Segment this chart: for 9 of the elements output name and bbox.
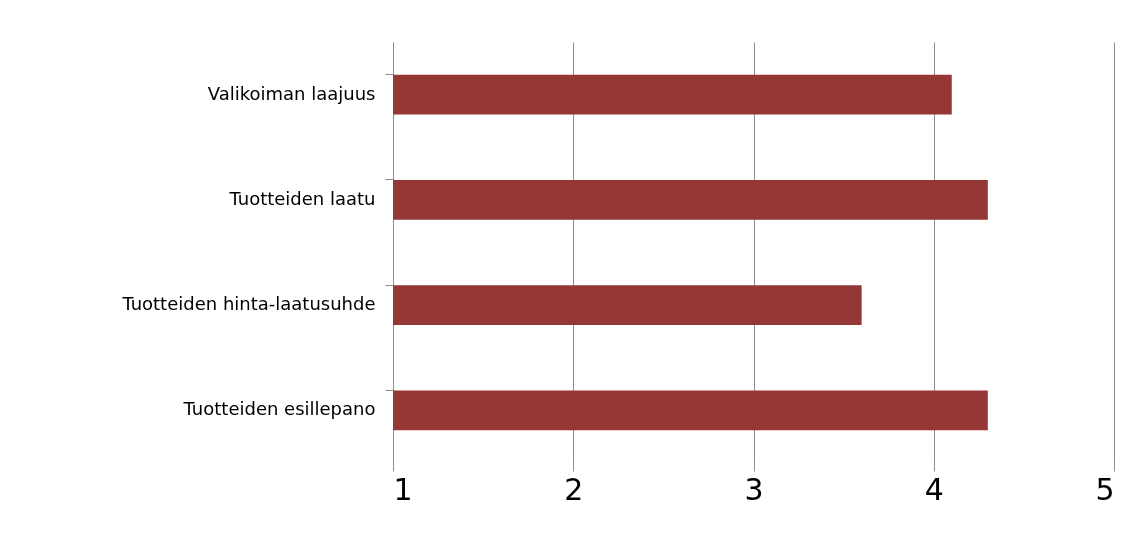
x-tick-label: 2 — [564, 471, 584, 507]
y-tick-label: Valikoiman laajuus — [207, 82, 376, 104]
x-tick-label: 4 — [924, 471, 944, 507]
y-tick-label: Tuotteiden esillepano — [182, 398, 376, 420]
x-tick-label: 3 — [744, 471, 764, 507]
y-tick-label: Tuotteiden laatu — [228, 187, 376, 209]
y-tick-label: Tuotteiden hinta-laatusuhde — [121, 293, 376, 315]
x-tick-label: 1 — [393, 471, 413, 507]
x-tick-label: 5 — [1095, 471, 1115, 507]
